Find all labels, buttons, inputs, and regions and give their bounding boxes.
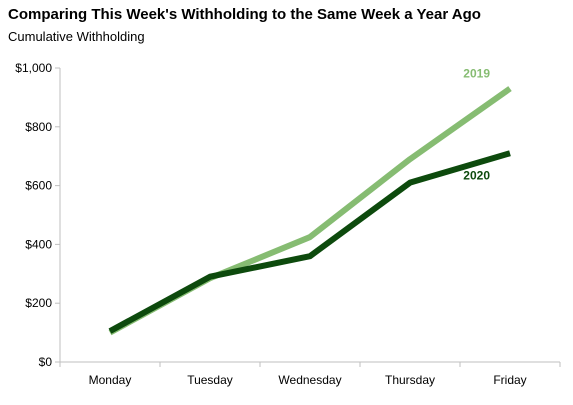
y-tick-label: $200: [25, 296, 52, 310]
y-tick-label: $1,000: [15, 61, 52, 75]
series-label-2020: 2020: [463, 168, 490, 182]
x-tick-label: Wednesday: [278, 373, 341, 387]
y-tick-label: $600: [25, 179, 52, 193]
series-line-2020: [108, 150, 511, 334]
chart-subtitle: Cumulative Withholding: [8, 29, 145, 44]
x-tick-label: Friday: [493, 373, 526, 387]
x-tick-label: Monday: [89, 373, 132, 387]
x-tick-label: Thursday: [385, 373, 435, 387]
series-label-2019: 2019: [463, 67, 490, 81]
y-tick-label: $0: [39, 355, 53, 369]
x-tick-label: Tuesday: [187, 373, 233, 387]
y-tick-label: $800: [25, 120, 52, 134]
chart-title: Comparing This Week's Withholding to the…: [8, 6, 481, 23]
y-tick-label: $400: [25, 237, 52, 251]
